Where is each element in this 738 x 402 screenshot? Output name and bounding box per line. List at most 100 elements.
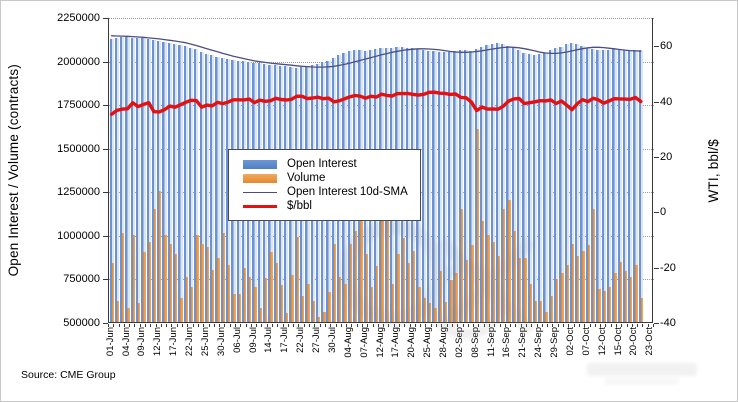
- axis-tick: [261, 324, 263, 327]
- x-axis-label: 09-Jun: [136, 327, 148, 357]
- $-bbl-legend-swatch: [243, 204, 277, 208]
- axis-tick: [192, 324, 194, 327]
- axis-tick: [330, 324, 332, 327]
- x-axis-label: 16-Sep: [501, 327, 513, 358]
- open-interest-bar: [554, 48, 559, 322]
- volume-bar: [608, 287, 612, 322]
- open-interest-bar: [453, 51, 458, 322]
- axis-tick: [224, 324, 226, 327]
- volume-bar: [312, 301, 315, 322]
- axis-tick: [654, 101, 659, 103]
- volume-bar: [275, 262, 278, 322]
- open-interest-bar: [506, 45, 511, 322]
- y-axis-label-right: -20: [660, 261, 676, 274]
- axis-tick: [451, 324, 453, 327]
- open-interest-bar: [606, 50, 612, 322]
- volume-bar: [286, 313, 289, 322]
- open-interest-bar: [548, 50, 553, 322]
- right-axis-title: WTI, bbl/$: [705, 18, 721, 323]
- axis-tick: [108, 324, 109, 327]
- volume-bar: [466, 260, 469, 322]
- x-axis-label: 11-Sep: [485, 327, 497, 357]
- volume-bar: [635, 264, 638, 322]
- axis-tick: [229, 324, 231, 327]
- axis-tick: [103, 61, 108, 63]
- volume-bar: [243, 267, 247, 322]
- open-interest-bar: [437, 51, 442, 322]
- volume-bar: [132, 234, 136, 322]
- volume-bar: [481, 220, 485, 322]
- volume-bar: [614, 273, 617, 322]
- axis-tick: [600, 324, 602, 327]
- axis-tick: [197, 324, 199, 327]
- axis-tick: [340, 324, 342, 327]
- x-axis-label: 22-Jul: [295, 327, 307, 353]
- volume-bar: [137, 302, 141, 322]
- y-axis-label-left: 1000000: [57, 229, 100, 242]
- axis-tick: [250, 324, 252, 327]
- axis-tick: [314, 324, 316, 327]
- open-interest-bar: [215, 57, 220, 322]
- axis-tick: [654, 46, 659, 48]
- volume-bar: [513, 231, 516, 322]
- open-interest-bar: [109, 38, 114, 322]
- volume-bar: [354, 231, 358, 322]
- open-interest-legend-swatch: [243, 159, 277, 169]
- volume-bar: [148, 241, 151, 322]
- axis-tick: [563, 324, 565, 327]
- volume-bar: [143, 252, 146, 322]
- axis-tick: [610, 324, 612, 327]
- volume-bar: [619, 261, 622, 322]
- volume-bar: [333, 243, 337, 322]
- axis-tick: [182, 324, 184, 327]
- axis-tick: [240, 324, 242, 327]
- open-interest-bar: [204, 53, 210, 322]
- open-interest-bar: [469, 51, 474, 322]
- volume-bar: [328, 292, 331, 322]
- volume-bar: [185, 276, 188, 322]
- volume-bar: [556, 279, 559, 322]
- open-interest-bar: [569, 43, 575, 322]
- volume-bar: [630, 276, 633, 322]
- legend-item: $/bbl: [243, 199, 408, 213]
- axis-tick: [219, 324, 221, 327]
- axis-tick: [654, 323, 659, 324]
- x-axis-label: 15-Oct: [612, 327, 624, 356]
- legend-label: $/bbl: [287, 199, 312, 212]
- volume-bar: [233, 294, 236, 322]
- volume-bar: [222, 233, 225, 322]
- volume-bar: [370, 287, 374, 322]
- volume-bar: [561, 273, 564, 322]
- axis-tick: [203, 324, 205, 327]
- axis-tick: [208, 324, 210, 327]
- volume-bar: [159, 191, 162, 322]
- x-axis-label: 25-Jun: [199, 327, 211, 357]
- open-interest-bar: [622, 50, 628, 322]
- x-axis-label: 17-Jul: [279, 327, 291, 353]
- open-interest-bar: [194, 49, 199, 322]
- volume-bar: [423, 297, 427, 322]
- volume-bar: [280, 285, 284, 322]
- volume-bar: [296, 236, 300, 322]
- axis-tick: [129, 324, 131, 327]
- volume-bar: [476, 128, 479, 322]
- volume-bar: [212, 269, 215, 322]
- open-interest-bar: [136, 37, 141, 322]
- axis-tick: [256, 324, 258, 327]
- open-interest-bar: [543, 52, 548, 322]
- volume-bar: [402, 238, 405, 322]
- open-interest-bar: [427, 51, 432, 322]
- y-axis-label-right: -40: [660, 317, 676, 329]
- open-interest-bar: [157, 41, 162, 322]
- volume-bar: [111, 262, 114, 322]
- open-interest-bar: [220, 57, 225, 322]
- axis-tick: [568, 324, 570, 327]
- volume-bar: [206, 247, 210, 322]
- axis-tick: [155, 324, 157, 327]
- axis-tick: [272, 324, 274, 327]
- axis-tick: [187, 324, 189, 327]
- volume-bar: [386, 208, 389, 322]
- volume-bar: [381, 217, 384, 322]
- axis-tick: [103, 192, 108, 194]
- axis-tick: [642, 324, 644, 327]
